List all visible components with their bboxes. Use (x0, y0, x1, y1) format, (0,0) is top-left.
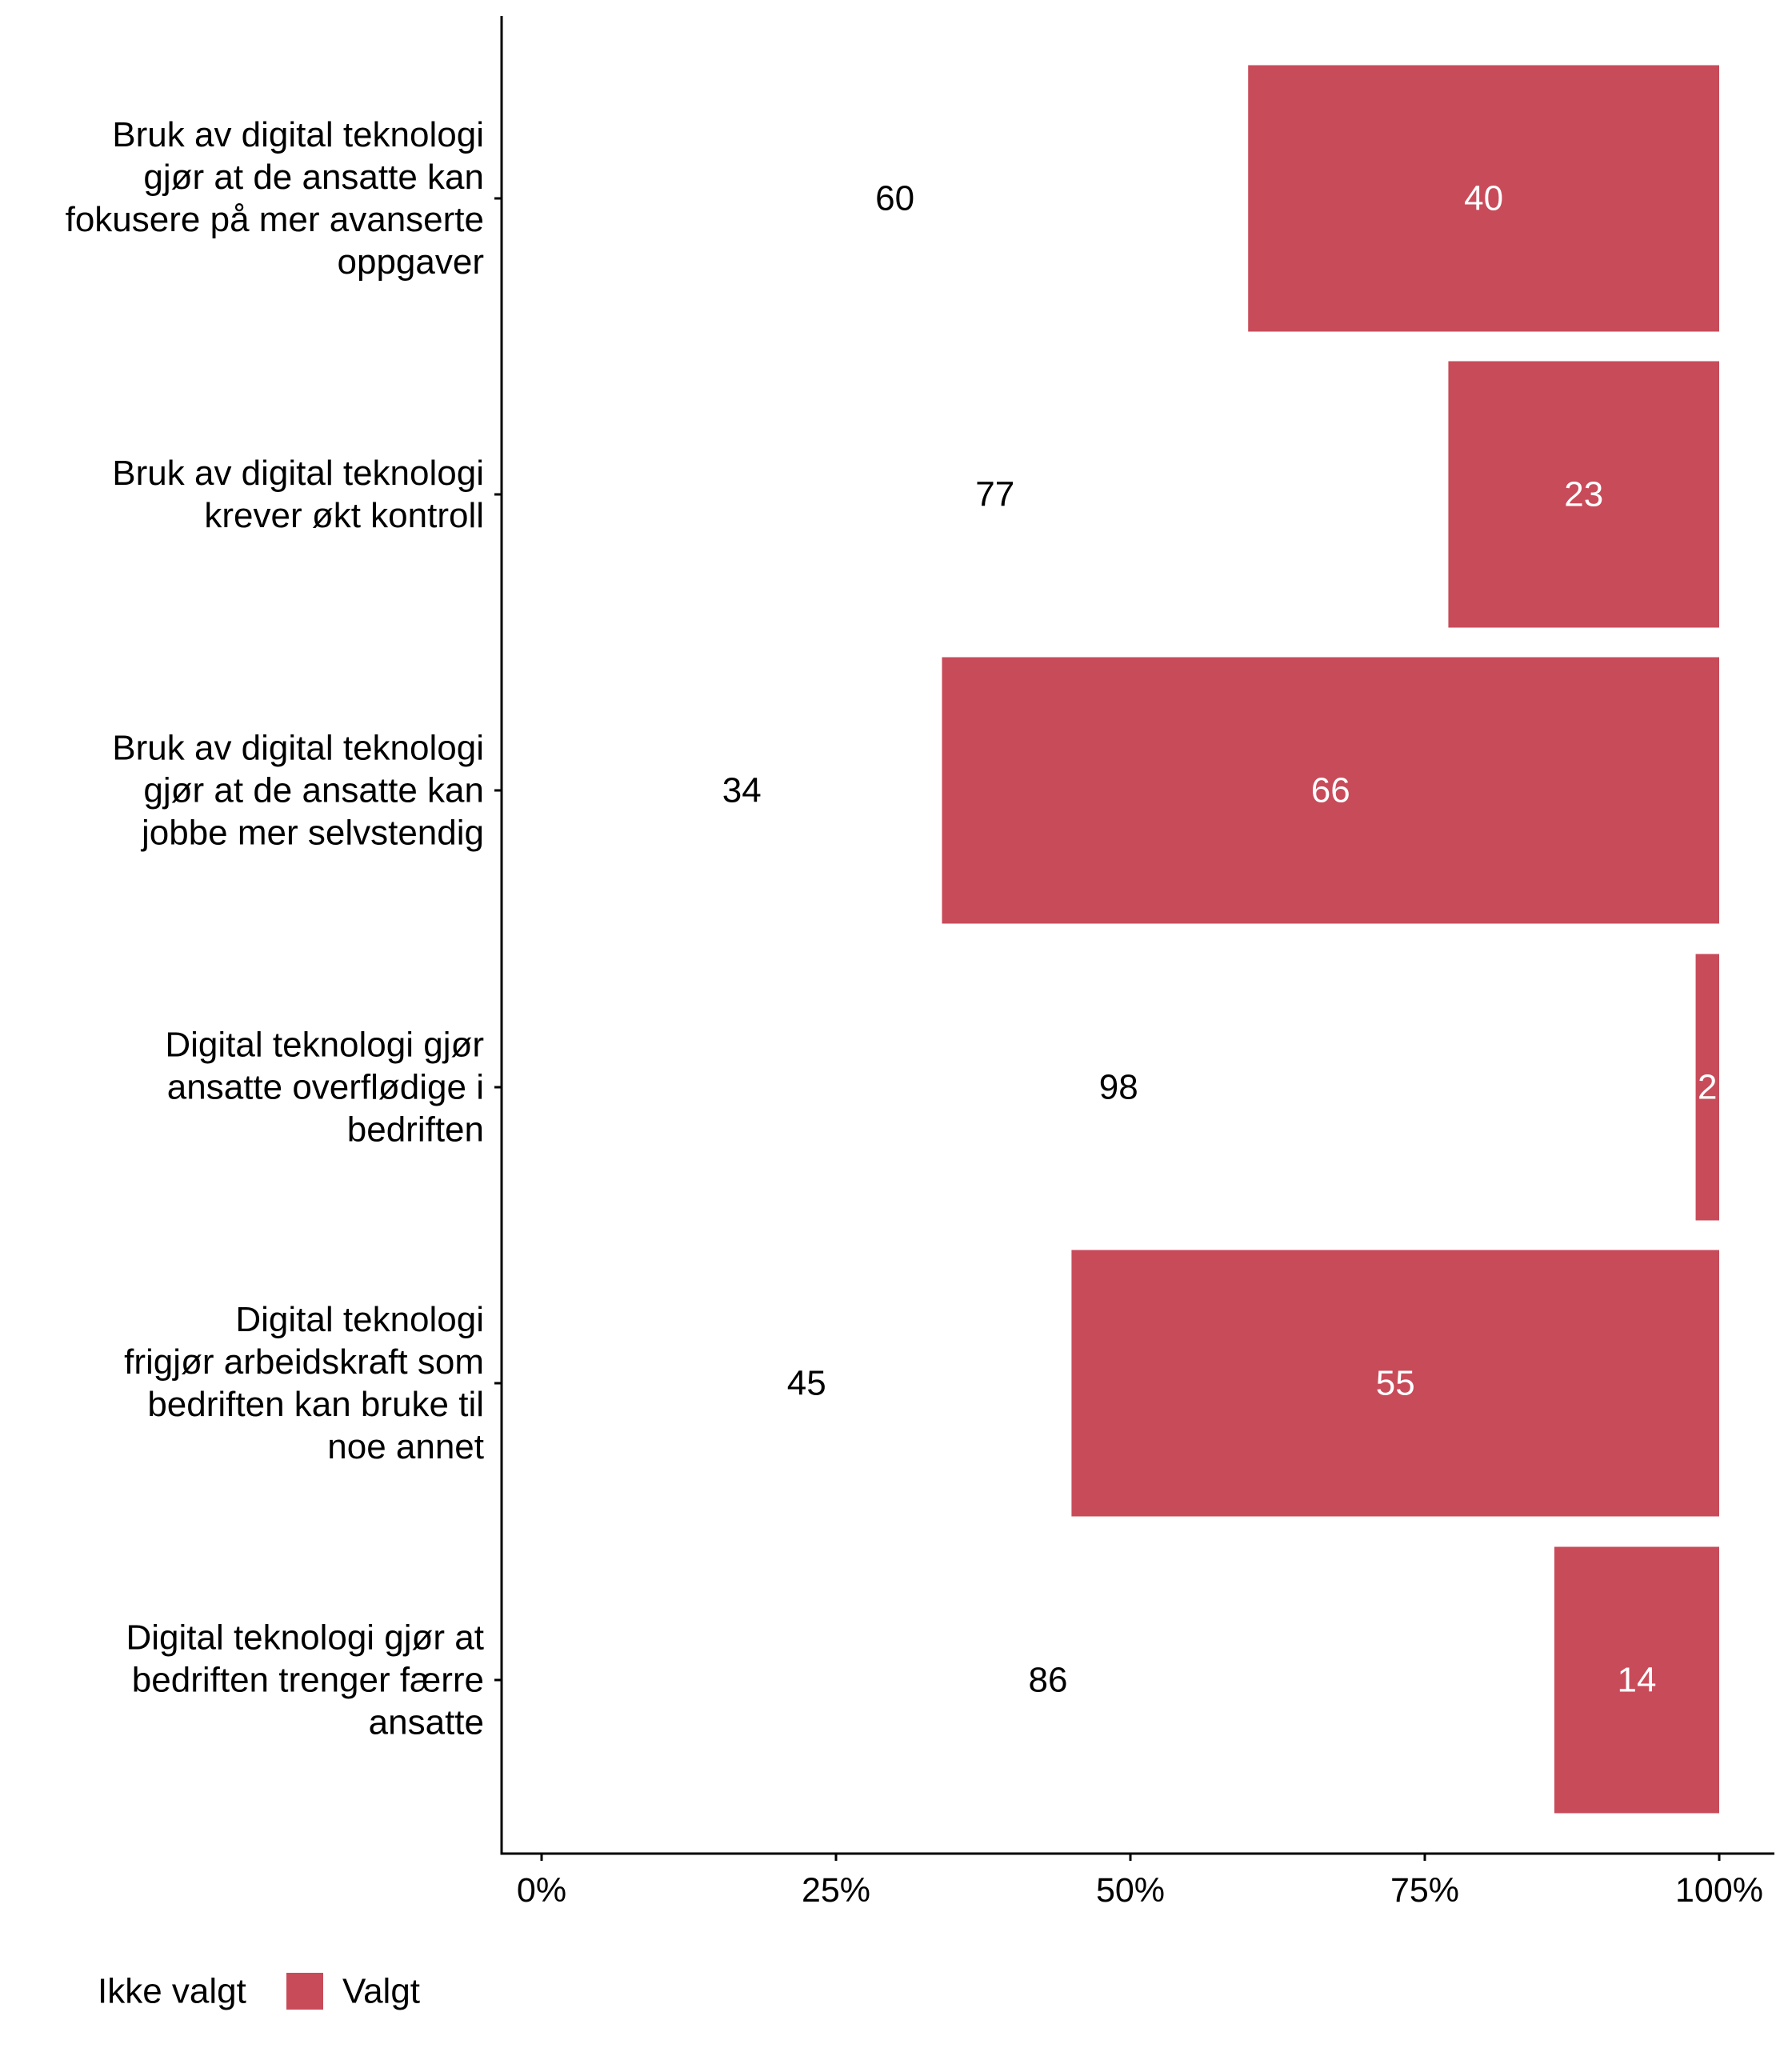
value-label-ikke-valgt-1: 60 (875, 179, 914, 218)
value-label-ikke-valgt-5: 45 (787, 1364, 826, 1403)
category-label-1: Bruk av digital teknologi gjør at de ansa… (66, 115, 484, 282)
bar-valgt-6 (1554, 1546, 1719, 1814)
category-label-line: Bruk av digital teknologi (112, 729, 484, 768)
bar-valgt-1 (1248, 65, 1719, 332)
value-label-valgt-2: 23 (1564, 475, 1603, 514)
axes-layer: 0% 25% 50% 75% 100% (494, 16, 1774, 1910)
category-label-line: Digital teknologi gjør (165, 1026, 484, 1065)
legend-label-valgt: Valgt (342, 1972, 420, 2011)
category-label-line: ansatte (369, 1703, 484, 1742)
category-label-line: fokusere på mer avanserte (66, 200, 484, 239)
bar-ikke-valgt-4 (542, 954, 1696, 1221)
category-label-line: gjør at de ansatte kan (143, 771, 484, 810)
category-label-line: bedriften (347, 1110, 484, 1150)
bar-valgt-5 (1071, 1250, 1719, 1517)
value-label-ikke-valgt-6: 86 (1028, 1661, 1067, 1700)
x-tick-label: 0% (517, 1871, 566, 1910)
bar-ikke-valgt-6 (542, 1546, 1554, 1814)
category-label-line: gjør at de ansatte kan (143, 158, 484, 197)
x-tick-label: 50% (1096, 1871, 1165, 1910)
category-label-line: Bruk av digital teknologi (112, 115, 484, 154)
value-label-ikke-valgt-2: 77 (975, 475, 1014, 514)
bar-valgt-3 (942, 657, 1719, 924)
x-tick-label: 100% (1675, 1871, 1763, 1910)
category-label-line: bedriften kan bruke til (147, 1385, 484, 1424)
bar-ikke-valgt-1 (542, 65, 1249, 332)
legend: Ikke valgt Valgt (98, 1972, 420, 2011)
value-label-valgt-3: 66 (1311, 771, 1350, 810)
bars-layer (542, 65, 1719, 1814)
value-label-ikke-valgt-3: 34 (722, 771, 762, 810)
category-label-line: Digital teknologi gjør at (126, 1618, 484, 1658)
value-label-valgt-1: 40 (1464, 179, 1503, 218)
category-label-line: oppgaver (338, 242, 484, 282)
category-label-line: ansatte overflødige i (167, 1068, 484, 1107)
category-label-line: bedriften trenger færre (132, 1661, 484, 1700)
value-label-valgt-5: 55 (1376, 1364, 1415, 1403)
value-label-valgt-4: 2 (1698, 1068, 1717, 1107)
category-label-line: Digital teknologi (235, 1300, 484, 1339)
bar-ikke-valgt-2 (542, 361, 1449, 628)
category-label-line: frigjør arbeidskraft som (124, 1342, 484, 1382)
value-labels-layer: 60 40 77 23 34 66 98 2 45 55 86 14 (722, 179, 1718, 1700)
value-label-valgt-6: 14 (1617, 1661, 1656, 1700)
bar-valgt-4 (1695, 954, 1719, 1221)
category-label-line: krever økt kontroll (204, 496, 484, 535)
legend-swatch-valgt (286, 1973, 323, 2010)
category-label-line: noe annet (327, 1427, 484, 1466)
category-label-line: jobbe mer selvstendig (140, 814, 484, 853)
x-tick-label: 25% (802, 1871, 870, 1910)
bar-ikke-valgt-5 (542, 1250, 1072, 1517)
category-label-line: Bruk av digital teknologi (112, 454, 484, 493)
legend-label-ikke-valgt: Ikke valgt (98, 1972, 246, 2011)
bar-valgt-2 (1448, 361, 1719, 628)
x-tick-label: 75% (1390, 1871, 1459, 1910)
value-label-ikke-valgt-4: 98 (1099, 1068, 1138, 1107)
bar-ikke-valgt-3 (542, 657, 942, 924)
